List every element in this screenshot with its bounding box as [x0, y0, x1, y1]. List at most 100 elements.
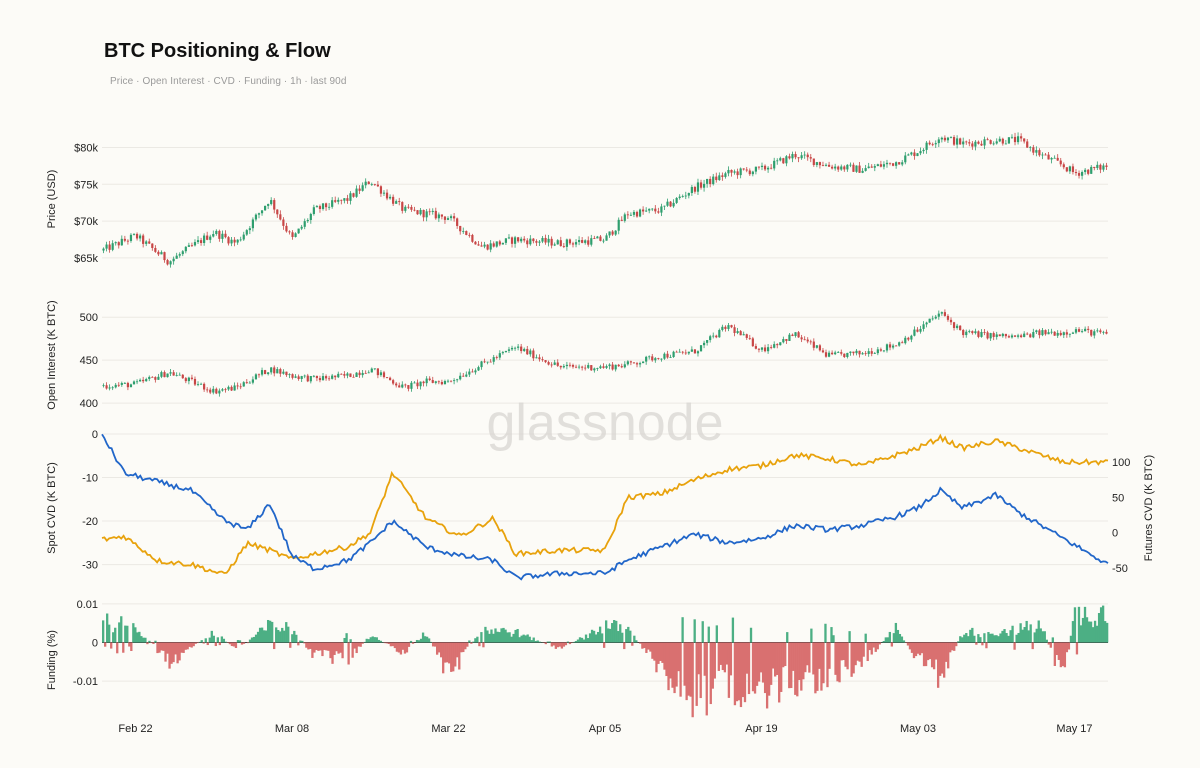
oi-candle-body [934, 316, 937, 319]
oi-candle-body [1096, 330, 1099, 332]
oi-candle-body [706, 340, 709, 343]
oi-candle-body [812, 341, 815, 348]
funding-bar [419, 638, 423, 643]
funding-bar [456, 642, 459, 658]
price-candle-body [215, 230, 218, 235]
funding-bar [1003, 629, 1006, 643]
funding-bar [870, 642, 873, 655]
funding-bar [164, 642, 167, 662]
funding-bar [979, 637, 982, 643]
price-candle-body [407, 206, 410, 208]
funding-bar [1061, 642, 1065, 667]
price-candle-body [1096, 164, 1099, 169]
oi-candle-body [529, 350, 532, 355]
funding-bar [379, 640, 382, 643]
oi-candle-body [288, 374, 291, 376]
price-candle-body [520, 238, 523, 242]
oi-candle-body [712, 335, 715, 337]
oi-candle-body [443, 381, 447, 385]
oi-candle-body [730, 325, 733, 328]
price-tick-label: $70k [74, 216, 98, 228]
oi-candle-body [864, 353, 867, 355]
oi-candle-body [108, 387, 111, 389]
oi-candle-body [465, 374, 468, 377]
funding-bar [423, 636, 427, 643]
funding-bar [842, 642, 845, 661]
oi-candle-body [553, 362, 556, 365]
funding-bar [126, 625, 129, 643]
oi-candle-body [562, 366, 565, 368]
price-candle-body [382, 192, 386, 194]
oi-candle-body [821, 350, 825, 353]
funding-bar [910, 642, 914, 653]
funding-bar [264, 630, 268, 643]
funding-bar [997, 636, 1000, 643]
price-candle-body [544, 237, 547, 243]
price-candle-body [434, 210, 437, 219]
funding-bar [818, 642, 821, 669]
price-candle-body [803, 154, 806, 156]
funding-bar [502, 627, 505, 643]
price-candle-body [895, 162, 898, 166]
oi-candle-body [541, 359, 544, 361]
price-ylabel: Price (USD) [46, 170, 58, 229]
oi-candle-body [163, 372, 166, 378]
price-candle-body [132, 233, 136, 235]
price-candle-body [873, 166, 876, 168]
oi-candle-body [885, 344, 889, 351]
funding-bar [188, 642, 191, 647]
funding-bar [882, 640, 885, 643]
oi-candle-body [1013, 335, 1017, 337]
funding-bar [112, 632, 115, 643]
funding-bar [685, 642, 688, 701]
funding-bar [359, 642, 362, 647]
oi-candle-body [727, 325, 730, 329]
price-candle-body [251, 219, 254, 229]
oi-candle-body [459, 375, 462, 380]
oi-candle-body [373, 368, 376, 370]
price-candle-body [1062, 164, 1065, 168]
price-candle-body [907, 154, 910, 156]
price-candle-body [364, 181, 367, 186]
price-candle-body [257, 213, 261, 215]
funding-bar [816, 642, 819, 691]
price-candle-body [111, 243, 114, 250]
oi-candle-body [910, 335, 913, 340]
funding-bar [246, 642, 250, 644]
oi-candle-body [267, 372, 270, 375]
oi-ylabel: Open Interest (K BTC) [46, 300, 58, 409]
oi-candle-body [666, 353, 669, 358]
funding-bar [1041, 631, 1044, 643]
funding-bar [1091, 627, 1095, 643]
funding-bar [830, 627, 833, 643]
oi-candle-body [952, 322, 956, 328]
oi-candle-body [657, 358, 660, 359]
funding-bar [683, 642, 686, 686]
price-candle-body [248, 228, 251, 231]
funding-bar [174, 642, 177, 655]
funding-bar [1043, 631, 1046, 643]
price-candle-body [123, 238, 126, 241]
funding-bar [602, 642, 606, 648]
oi-candle-body [1084, 328, 1087, 332]
oi-candle-body [471, 371, 474, 373]
spot-cvd-tick-label: -10 [82, 473, 98, 485]
oi-candle-body [160, 372, 163, 377]
oi-candle-body [401, 384, 404, 388]
price-candle-body [315, 206, 319, 208]
oi-candle-body [367, 372, 370, 374]
futures-cvd-ylabel: Futures CVD (K BTC) [1143, 455, 1155, 561]
oi-candle-body [492, 357, 495, 362]
oi-candle-body [1035, 330, 1038, 333]
funding-bar [920, 642, 924, 654]
funding-bar [496, 631, 499, 643]
price-candle-body [629, 214, 633, 216]
oi-candle-body [1090, 329, 1093, 336]
funding-bar [124, 625, 127, 643]
oi-candle-body [742, 334, 745, 336]
price-candle-body [471, 234, 474, 242]
price-candle-body [1090, 166, 1093, 174]
price-candle-body [193, 242, 197, 246]
price-candle-body [321, 203, 325, 209]
oi-candle-body [291, 374, 294, 378]
